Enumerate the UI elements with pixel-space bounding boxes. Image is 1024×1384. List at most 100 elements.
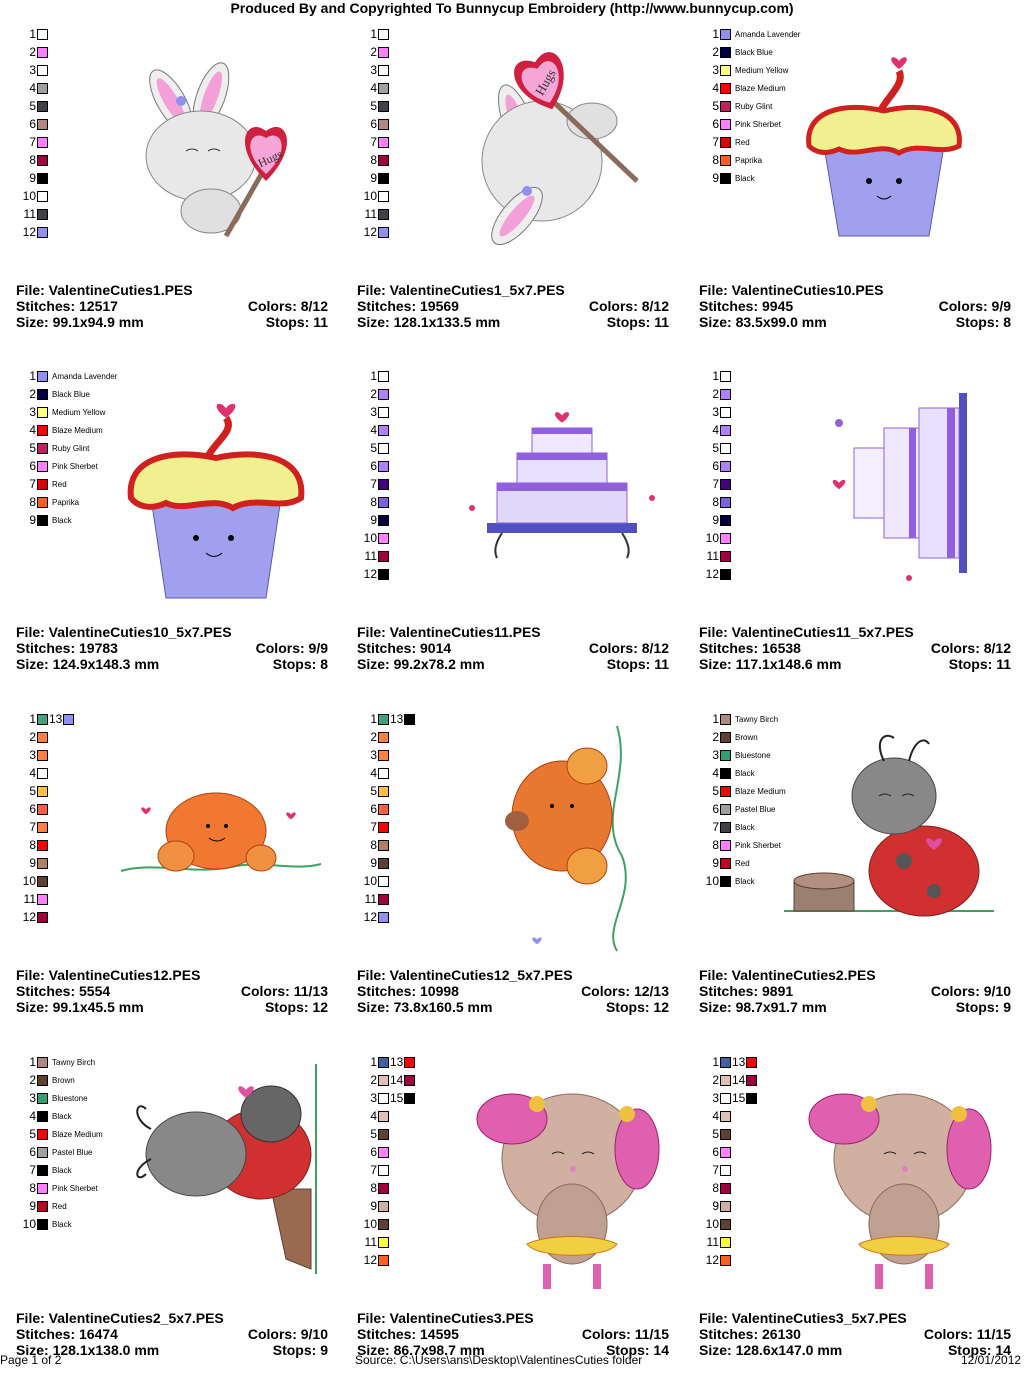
design-card: 1 2 3 4 5 6 7 8 9 10 11 12 File: ValentineCuties11_… [699, 368, 1024, 698]
swatch-row: 4 [16, 765, 48, 781]
swatch-row: 6 [357, 1144, 389, 1160]
color-swatch [378, 1074, 389, 1086]
swatch-number: 10 [705, 874, 719, 888]
swatch-row: 8 Pink Sherbet [16, 1180, 98, 1196]
swatch-number: 13 [49, 712, 63, 726]
color-swatch [378, 911, 389, 923]
thread-name: Amanda Lavender [52, 371, 118, 381]
embroidery-design-image: Hugs [116, 56, 316, 251]
swatch-row: 10 [357, 1216, 389, 1232]
swatch-number: 8 [370, 838, 377, 852]
swatch-row: 1 [357, 26, 389, 42]
file-name: File: ValentineCuties1_5x7.PES [357, 282, 565, 298]
design-info: File: ValentineCuties1.PES Stitches: 1251… [16, 282, 328, 330]
thread-name: Tawny Birch [735, 714, 779, 724]
swatch-row: 9 [16, 855, 48, 871]
file-name: File: ValentineCuties12_5x7.PES [357, 967, 573, 983]
swatch-row: 4 [357, 80, 389, 96]
swatch-number: 8 [29, 1181, 36, 1195]
stitch-count: Stitches: 9945 [699, 298, 794, 314]
swatch-row: 2 [357, 44, 389, 60]
swatch-row: 9 [357, 1198, 389, 1214]
color-swatch [720, 406, 731, 418]
swatch-number: 15 [390, 1091, 404, 1105]
color-swatch [720, 496, 731, 508]
swatch-row: 1 [699, 368, 731, 384]
swatch-row: 2 14 [699, 1072, 758, 1088]
swatch-number: 7 [370, 1163, 377, 1177]
swatch-row: 10 [16, 188, 48, 204]
swatch-row: 1 13 [699, 1054, 758, 1070]
swatch-number: 2 [712, 387, 719, 401]
swatch-row: 12 [16, 224, 48, 240]
color-swatch [37, 713, 48, 725]
swatch-number: 9 [370, 1199, 377, 1213]
swatch-row: 12 [699, 1252, 731, 1268]
color-swatch [378, 1092, 389, 1104]
thread-name: Black [735, 822, 755, 832]
swatch-row: 11 [16, 891, 48, 907]
swatch-row: 2 [16, 729, 48, 745]
file-name: File: ValentineCuties10.PES [699, 282, 884, 298]
swatch-number: 11 [364, 549, 377, 563]
swatch-number: 8 [712, 1181, 719, 1195]
color-swatch [404, 1056, 416, 1068]
thread-name: Blaze Medium [52, 1129, 103, 1139]
design-info: File: ValentineCuties10.PES Stitches: 994… [699, 282, 1011, 330]
swatch-number: 1 [712, 369, 719, 383]
stop-count: Stops: 12 [605, 999, 669, 1015]
stitch-count: Stitches: 12517 [16, 298, 118, 314]
swatch-row: 7 [699, 1162, 731, 1178]
swatch-number: 12 [363, 1253, 377, 1267]
swatch-number: 6 [29, 802, 36, 816]
swatch-number: 3 [370, 63, 377, 77]
swatch-number: 10 [22, 874, 36, 888]
swatch-number: 3 [29, 1091, 36, 1105]
color-swatch [720, 875, 731, 887]
swatch-number: 9 [370, 856, 377, 870]
swatch-row: 6 [16, 801, 48, 817]
swatch-row: 9 [357, 855, 389, 871]
swatch-number: 12 [363, 910, 377, 924]
swatch-number: 10 [22, 1217, 36, 1231]
swatch-number: 7 [712, 1163, 719, 1177]
swatch-row: 8 Paprika [699, 152, 762, 168]
design-card: 1 2 3 4 5 6 7 8 9 10 11 12 Hugs File: ValentineCuti… [16, 26, 346, 356]
swatch-number: 1 [29, 712, 36, 726]
color-swatch [378, 154, 389, 166]
color-swatch [720, 713, 731, 725]
design-size: Size: 99.1x94.9 mm [16, 314, 144, 330]
design-card: 1 13 2 14 3 15 4 5 6 7 8 9 10 11 12 File: ValentineCut… [357, 1054, 687, 1384]
design-info: File: ValentineCuties11.PES Stitches: 901… [357, 624, 669, 672]
swatch-number: 13 [732, 1055, 746, 1069]
design-info: File: ValentineCuties11_5x7.PES Stitches:… [699, 624, 1011, 672]
color-swatch [720, 1164, 731, 1176]
color-swatch [720, 803, 731, 815]
swatch-row: 3 Bluestone [16, 1090, 87, 1106]
color-swatch [37, 875, 48, 887]
color-swatch [378, 208, 389, 220]
embroidery-design-image [116, 776, 326, 891]
color-count: Colors: 11/15 [581, 1326, 669, 1342]
color-swatch [378, 749, 389, 761]
swatch-row: 10 [357, 530, 389, 546]
swatch-number: 15 [732, 1091, 746, 1105]
swatch-number: 2 [370, 1073, 377, 1087]
stitch-count: Stitches: 9891 [699, 983, 794, 999]
color-swatch [37, 370, 48, 382]
color-swatch [37, 226, 48, 238]
design-info: File: ValentineCuties12_5x7.PES Stitches:… [357, 967, 669, 1015]
stitch-count: Stitches: 10998 [357, 983, 459, 999]
stop-count: Stops: 11 [606, 314, 669, 330]
thread-name: Paprika [52, 497, 80, 507]
swatch-number: 2 [370, 730, 377, 744]
color-swatch [720, 821, 731, 833]
color-count: Colors: 11/15 [923, 1326, 1011, 1342]
color-swatch [378, 1146, 389, 1158]
thread-name: Pink Sherbet [52, 1183, 98, 1193]
color-swatch [378, 821, 389, 833]
color-swatch [37, 911, 48, 923]
color-swatch [378, 442, 389, 454]
swatch-number: 2 [370, 45, 377, 59]
color-swatch [720, 1074, 731, 1086]
